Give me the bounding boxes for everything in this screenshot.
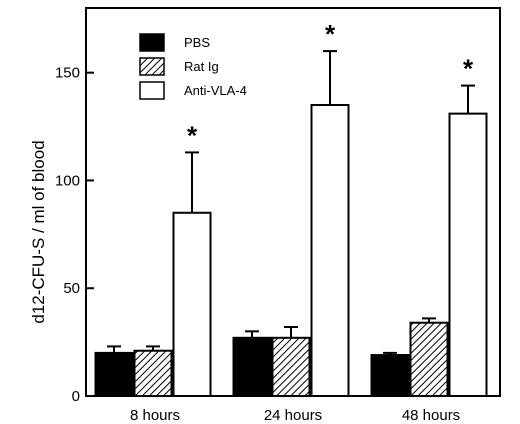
y-axis-title: d12-CFU-S / ml of blood xyxy=(29,140,48,323)
significance-marker: * xyxy=(325,19,336,49)
y-tick-label: 0 xyxy=(72,388,80,405)
bar-anti-vla-4 xyxy=(310,104,350,397)
plot-area: 0 50 100 150 * 8 hours * 24 hours * 48 hours xyxy=(55,7,501,424)
bar-pbs xyxy=(94,351,134,397)
bar-pbs xyxy=(232,336,272,397)
legend-swatch xyxy=(139,33,165,52)
bar-rat-ig xyxy=(133,349,173,398)
legend-label: Anti-VLA-4 xyxy=(184,83,247,98)
significance-marker: * xyxy=(187,120,198,150)
bar-anti-vla-4 xyxy=(172,211,212,397)
significance-marker: * xyxy=(463,54,474,84)
x-tick-label: 48 hours xyxy=(402,407,460,424)
legend-swatch xyxy=(139,57,165,76)
legend-label: PBS xyxy=(184,35,210,50)
y-tick-label: 50 xyxy=(63,280,80,297)
y-tick-label: 100 xyxy=(55,172,80,189)
x-tick-label: 8 hours xyxy=(130,407,180,424)
legend-label: Rat Ig xyxy=(184,59,219,74)
y-tick-label: 150 xyxy=(55,65,80,82)
bar-rat-ig xyxy=(409,321,449,398)
bar-pbs xyxy=(370,354,410,397)
x-tick-label: 24 hours xyxy=(264,407,322,424)
legend-swatch xyxy=(139,81,165,100)
bar-anti-vla-4 xyxy=(448,112,488,397)
legend: PBS Rat Ig Anti-VLA-4 xyxy=(139,33,247,100)
bar-rat-ig xyxy=(271,336,311,397)
